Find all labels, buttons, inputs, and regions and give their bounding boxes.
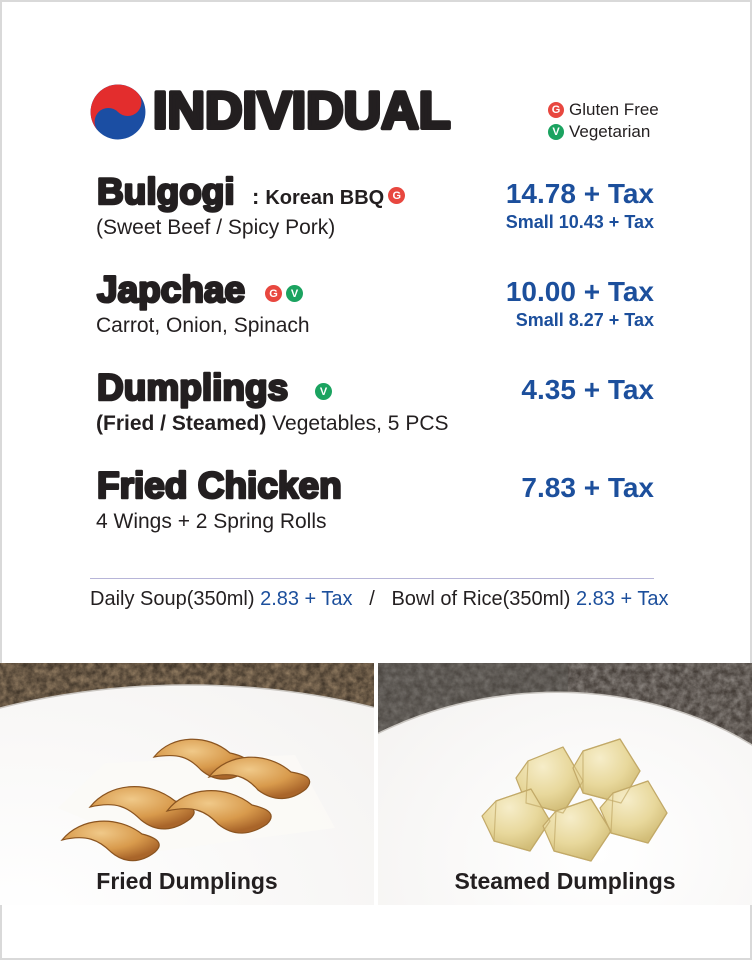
svg-text:Fried Chicken: Fried Chicken — [97, 466, 342, 506]
svg-text:INDIVIDUAL: INDIVIDUAL — [153, 82, 451, 140]
svg-text:Bulgogi: Bulgogi — [97, 172, 235, 212]
svg-text:Dumplings: Dumplings — [97, 368, 288, 408]
svg-text:Japchae: Japchae — [97, 270, 245, 310]
